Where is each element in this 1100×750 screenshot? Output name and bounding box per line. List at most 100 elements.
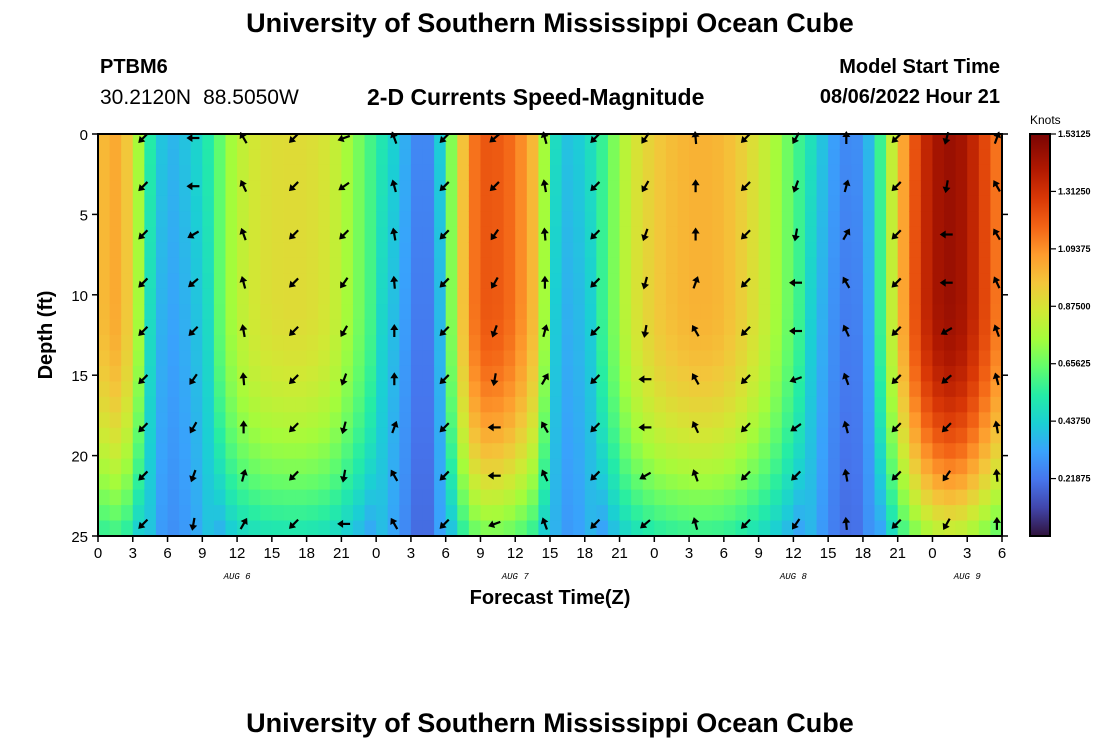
heatmap-cell (677, 319, 690, 336)
heatmap-cell (306, 474, 319, 491)
heatmap-cell (654, 273, 667, 290)
heatmap-cell (955, 304, 968, 321)
current-arrow (789, 327, 802, 335)
heatmap-cell (144, 505, 157, 522)
heatmap-cell (376, 458, 389, 475)
heatmap-cell (932, 505, 945, 522)
heatmap-cell (607, 520, 621, 537)
heatmap-cell (260, 319, 273, 336)
heatmap-cell (480, 350, 493, 367)
heatmap-cell (121, 288, 134, 305)
heatmap-cell (457, 520, 470, 537)
heatmap-cell (677, 180, 690, 197)
heatmap-cell (723, 319, 737, 336)
x-tick-label: 9 (476, 545, 484, 562)
heatmap-cell (851, 211, 864, 228)
heatmap-cell (631, 134, 644, 151)
heatmap-cell (851, 149, 864, 166)
heatmap-cell (155, 180, 169, 197)
heatmap-cell (526, 319, 540, 336)
heatmap-cell (445, 134, 458, 151)
heatmap-cell (654, 365, 667, 382)
heatmap-cell (758, 134, 771, 151)
heatmap-cell (758, 396, 771, 413)
heatmap-cell (468, 443, 482, 460)
heatmap-cell (920, 319, 934, 336)
heatmap-cell (98, 350, 111, 367)
heatmap-cell (468, 226, 482, 243)
heatmap-cell (260, 304, 273, 321)
heatmap-cell (978, 489, 992, 506)
heatmap-cell (213, 520, 227, 537)
heatmap-cell (434, 304, 447, 321)
heatmap-cell (978, 458, 992, 475)
heatmap-cell (665, 365, 679, 382)
heatmap-cell (155, 319, 169, 336)
current-arrow (791, 518, 801, 530)
heatmap-cell (515, 412, 528, 429)
heatmap-cell (573, 304, 586, 321)
current-arrow (541, 324, 550, 338)
heatmap-cell (515, 474, 528, 491)
heatmap-cell (248, 319, 261, 336)
heatmap-cell (584, 242, 597, 259)
heatmap-cell (677, 458, 690, 475)
heatmap-cell (897, 443, 910, 460)
heatmap-cell (283, 242, 296, 259)
heatmap-cell (920, 288, 934, 305)
heatmap-cell (967, 520, 980, 537)
heatmap-cell (422, 489, 435, 506)
heatmap-cell (747, 164, 760, 181)
heatmap-cell (955, 412, 968, 429)
heatmap-cell (503, 211, 516, 228)
heatmap-cell (434, 242, 447, 259)
heatmap-cell (526, 427, 540, 444)
heatmap-cell (109, 180, 122, 197)
heatmap-cell (631, 180, 644, 197)
heatmap-cell (735, 365, 748, 382)
heatmap-cell (422, 396, 435, 413)
heatmap-cell (677, 134, 690, 151)
heatmap-cell (561, 458, 574, 475)
heatmap-cell (770, 365, 783, 382)
heatmap-cell (886, 257, 899, 274)
heatmap-cell (758, 458, 771, 475)
heatmap-cell (179, 335, 192, 352)
heatmap-cell (642, 427, 655, 444)
heatmap-cell (990, 505, 1003, 522)
heatmap-cell (770, 412, 783, 429)
heatmap-cell (179, 458, 192, 475)
heatmap-cell (515, 304, 528, 321)
heatmap-cell (584, 412, 597, 429)
current-vectors (138, 131, 1002, 531)
heatmap-cell (631, 164, 644, 181)
heatmap-cell (561, 149, 574, 166)
heatmap-cell (967, 180, 980, 197)
heatmap-cell (109, 412, 122, 429)
heatmap-cell (132, 350, 145, 367)
heatmap-cell (318, 365, 331, 382)
heatmap-cell (550, 257, 563, 274)
current-arrow (740, 325, 751, 336)
heatmap-cell (352, 273, 366, 290)
heatmap-cell (758, 319, 771, 336)
heatmap-cell (468, 520, 482, 537)
heatmap-cell (213, 288, 227, 305)
heatmap-cell (271, 458, 285, 475)
heatmap-cell (457, 211, 470, 228)
heatmap-cell (665, 412, 679, 429)
heatmap-cell (515, 180, 528, 197)
heatmap-cell (862, 180, 876, 197)
heatmap-cell (607, 427, 621, 444)
heatmap-cell (944, 195, 957, 212)
heatmap-cell (480, 365, 493, 382)
heatmap-cell (770, 211, 783, 228)
heatmap-cell (121, 273, 134, 290)
heatmap-cell (457, 319, 470, 336)
heatmap-cell (213, 381, 227, 398)
heatmap-cell (538, 489, 551, 506)
heatmap-cell (155, 443, 169, 460)
heatmap-cell (167, 427, 180, 444)
heatmap-cell (851, 396, 864, 413)
heatmap-cell (770, 242, 783, 259)
